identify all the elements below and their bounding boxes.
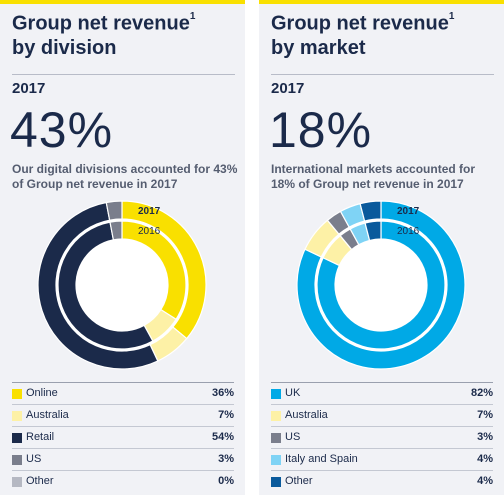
legend-swatch <box>12 477 22 487</box>
ring-gap <box>56 219 188 351</box>
legend-value: 54% <box>211 431 234 443</box>
legend-row-other: Other 4% <box>271 470 493 492</box>
legend-value: 0% <box>218 475 234 487</box>
market-title: Group net revenue1 by market <box>271 11 455 59</box>
market-description: International markets accounted for 18% … <box>271 162 476 191</box>
legend-row-uk: UK 82% <box>271 382 493 404</box>
division-legend: Online 36% Australia 7% Retail 54% US 3% Other 0% <box>12 382 234 492</box>
division-title: Group net revenue1 by division <box>12 11 196 59</box>
legend-swatch <box>271 433 281 443</box>
legend-swatch <box>271 455 281 465</box>
legend-swatch <box>271 477 281 487</box>
market-panel: Group net revenue1 by market 2017 18% In… <box>259 0 504 495</box>
legend-value: 7% <box>477 409 493 421</box>
division-description: Our digital divisions accounted for 43% … <box>12 162 238 191</box>
division-donut-chart: 2017 2016 <box>37 200 207 370</box>
legend-label: US <box>26 453 42 465</box>
ring-gap <box>315 219 447 351</box>
legend-value: 3% <box>477 431 493 443</box>
legend-swatch <box>271 389 281 399</box>
donut-slice-2017-other <box>359 200 382 222</box>
donut-hole <box>76 239 168 331</box>
division-headline: 43% <box>10 102 114 158</box>
ring-label-2017: 2017 <box>138 206 161 217</box>
divider <box>12 74 235 75</box>
legend-label: Australia <box>26 409 69 421</box>
legend-label: Australia <box>285 409 328 421</box>
legend-label: US <box>285 431 301 443</box>
legend-label: Other <box>26 475 54 487</box>
legend-value: 4% <box>477 453 493 465</box>
legend-value: 36% <box>211 387 234 399</box>
ring-label-2016: 2016 <box>138 226 161 237</box>
legend-swatch <box>12 455 22 465</box>
division-year: 2017 <box>12 80 46 97</box>
donut-hole <box>335 239 427 331</box>
legend-row-australia: Australia 7% <box>271 404 493 426</box>
legend-value: 3% <box>218 453 234 465</box>
legend-row-retail: Retail 54% <box>12 426 234 448</box>
legend-value: 4% <box>477 475 493 487</box>
market-donut-chart: 2017 2016 <box>296 200 466 370</box>
market-year: 2017 <box>271 80 305 97</box>
legend-swatch <box>12 433 22 443</box>
legend-row-australia: Australia 7% <box>12 404 234 426</box>
division-panel: Group net revenue1 by division 2017 43% … <box>0 0 245 495</box>
legend-swatch <box>12 389 22 399</box>
legend-row-us: US 3% <box>12 448 234 470</box>
market-legend: UK 82% Australia 7% US 3% Italy and Spain 4% Oth… <box>271 382 493 492</box>
ring-label-2017: 2017 <box>397 206 420 217</box>
legend-label: UK <box>285 387 301 399</box>
legend-label: Online <box>26 387 58 399</box>
legend-value: 82% <box>470 387 493 399</box>
legend-row-other: Other 0% <box>12 470 234 492</box>
legend-label: Other <box>285 475 313 487</box>
divider <box>271 74 494 75</box>
legend-row-us: US 3% <box>271 426 493 448</box>
legend-row-online: Online 36% <box>12 382 234 404</box>
legend-swatch <box>271 411 281 421</box>
donut-slice-2017-us <box>105 200 123 221</box>
market-headline: 18% <box>269 102 373 158</box>
legend-label: Italy and Spain <box>285 453 358 465</box>
legend-label: Retail <box>26 431 55 443</box>
legend-row-italy-and-spain: Italy and Spain 4% <box>271 448 493 470</box>
legend-value: 7% <box>218 409 234 421</box>
ring-label-2016: 2016 <box>397 226 420 237</box>
legend-swatch <box>12 411 22 421</box>
